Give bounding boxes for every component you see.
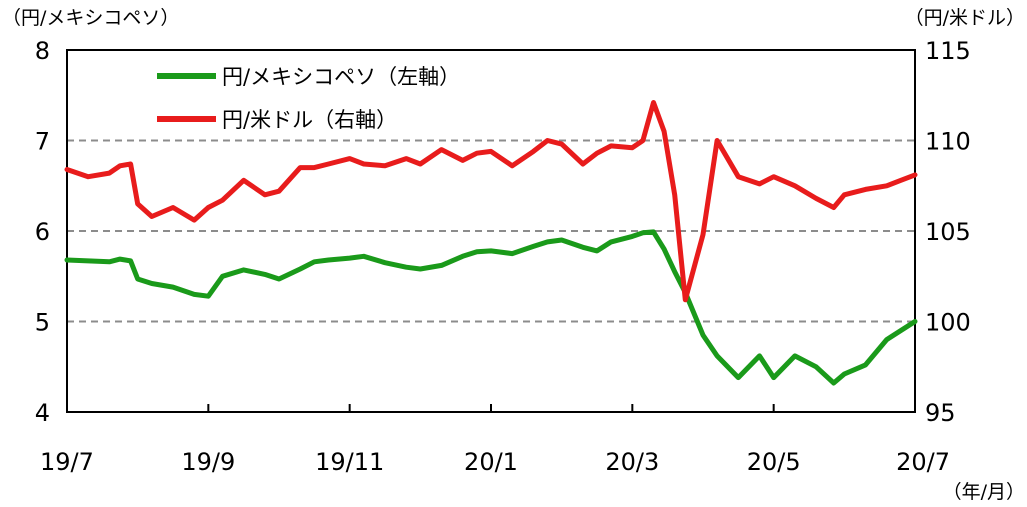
left-axis-labels: 4 5 6 7 8 — [35, 37, 50, 427]
x-axis-unit: （年/月） — [943, 481, 1025, 503]
x-axis-labels: 19/7 19/9 19/11 20/1 20/3 20/5 20/7 — [40, 448, 950, 476]
left-tick-label: 7 — [35, 128, 50, 156]
x-tick-label: 19/7 — [40, 448, 94, 476]
x-tick-label: 19/9 — [181, 448, 235, 476]
legend-label-usd: 円/米ドル（右軸） — [222, 108, 397, 132]
x-tick-label: 20/7 — [896, 448, 950, 476]
right-tick-label: 110 — [925, 128, 971, 156]
right-tick-label: 100 — [925, 309, 971, 337]
left-tick-label: 4 — [35, 399, 50, 427]
left-axis-unit: （円/メキシコペソ） — [2, 7, 179, 29]
x-tick-label: 19/11 — [315, 448, 384, 476]
series-line-usd — [64, 100, 918, 303]
right-axis-unit: （円/米ドル） — [905, 7, 1025, 29]
legend: 円/メキシコペソ（左軸） 円/米ドル（右軸） — [157, 65, 460, 132]
gridlines — [67, 139, 915, 323]
right-tick-label: 115 — [925, 37, 971, 65]
x-tick-label: 20/3 — [605, 448, 659, 476]
right-axis-labels: 95 100 105 110 115 — [925, 37, 971, 427]
series-lines — [64, 100, 918, 386]
x-tick-label: 20/5 — [747, 448, 801, 476]
x-axis-ticks — [66, 404, 916, 412]
right-tick-label: 105 — [925, 218, 971, 246]
right-tick-label: 95 — [925, 399, 956, 427]
legend-label-mxn: 円/メキシコペソ（左軸） — [222, 65, 460, 89]
x-tick-label: 20/1 — [464, 448, 518, 476]
left-tick-label: 5 — [35, 309, 50, 337]
left-tick-label: 8 — [35, 37, 50, 65]
series-line-mxn — [64, 229, 918, 386]
left-tick-label: 6 — [35, 218, 50, 246]
